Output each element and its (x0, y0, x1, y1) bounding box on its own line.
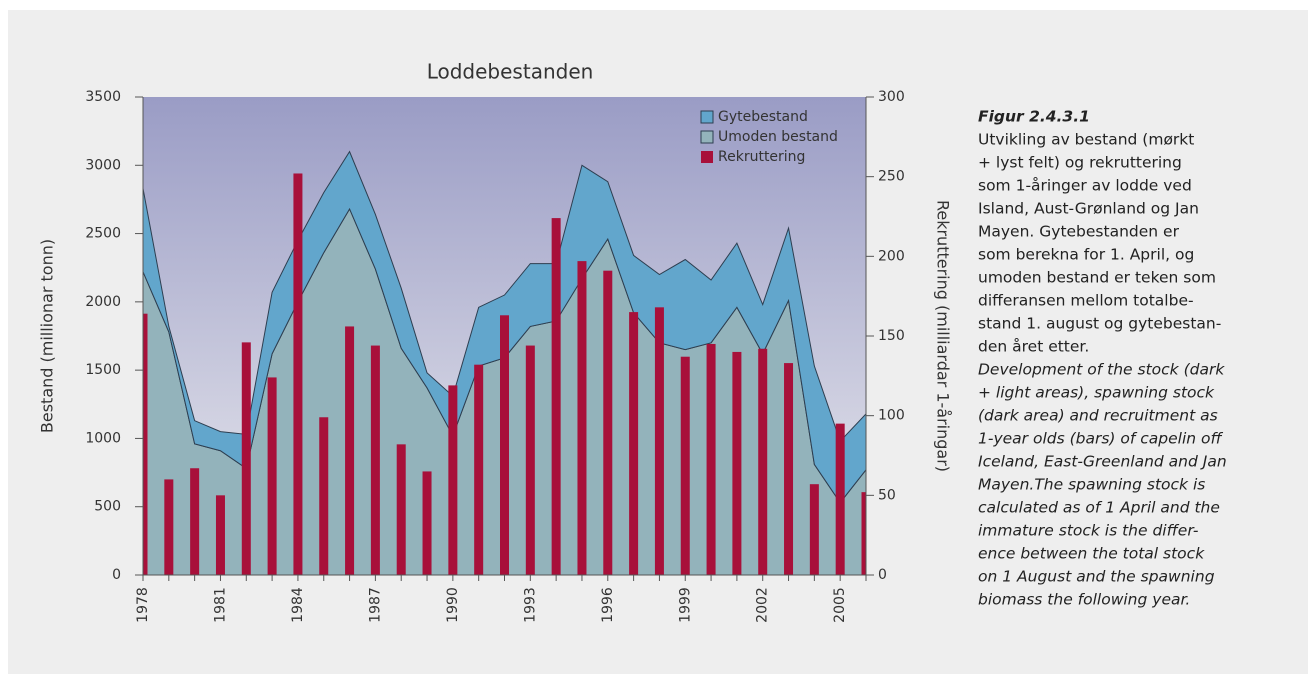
x-tick-label: 1996 (600, 587, 616, 623)
y2-tick-label: 100 (878, 408, 905, 424)
caption-line: biomass the following year. (978, 591, 1190, 609)
caption-line: immature stock is the differ- (978, 522, 1199, 540)
x-tick-label: 2005 (832, 587, 848, 623)
bar (267, 377, 277, 575)
y-tick-label: 0 (112, 567, 121, 583)
legend-label: Rekruttering (718, 149, 805, 165)
y2-tick-label: 50 (878, 487, 896, 503)
bar (370, 345, 380, 575)
bar (241, 342, 251, 575)
bar (422, 471, 432, 575)
bar (293, 173, 303, 576)
caption-line: som berekna for 1. April, og (978, 246, 1194, 264)
x-tick-label: 1993 (522, 587, 538, 623)
bar (396, 444, 406, 575)
caption-line: + light areas), spawning stock (978, 384, 1215, 402)
x-tick-label: 1999 (677, 587, 693, 623)
bar (143, 313, 148, 575)
caption-line: (dark area) and recruitment as (978, 407, 1218, 425)
y2-tick-label: 300 (878, 89, 905, 105)
y-axis-title: Bestand (millionar tonn) (38, 239, 57, 433)
caption-line: + lyst felt) og rekruttering (978, 154, 1182, 172)
y2-tick-label: 200 (878, 248, 905, 264)
bar (654, 307, 664, 575)
caption-line: differansen mellom totalbe- (978, 292, 1194, 310)
y-tick-label: 500 (94, 499, 121, 515)
bar (319, 417, 329, 575)
caption-line: Mayen.The spawning stock is (978, 476, 1205, 494)
x-tick-label: 1984 (290, 587, 306, 623)
legend-label: Umoden bestand (718, 129, 838, 145)
x-tick-label: 1990 (445, 587, 461, 623)
bar (164, 479, 174, 575)
y2-tick-label: 150 (878, 328, 905, 344)
bar (551, 218, 561, 576)
bar (758, 348, 768, 575)
bar (345, 326, 355, 575)
caption-line: som 1-åringer av lodde ved (978, 177, 1192, 195)
y2-axis-title: Rekruttering (milliardar 1-åringar) (934, 200, 953, 472)
bar (577, 261, 587, 575)
legend-label: Gytebestand (718, 109, 808, 125)
y-tick-label: 3500 (85, 89, 121, 105)
caption-line: ence between the total stock (978, 545, 1205, 563)
x-tick-label: 2002 (755, 587, 771, 623)
bar (500, 315, 509, 575)
y2-tick-label: 0 (878, 567, 887, 583)
legend-swatch (700, 130, 714, 144)
caption-line: calculated as of 1 April and the (978, 499, 1220, 517)
y-tick-label: 1000 (85, 430, 121, 446)
bar (190, 468, 200, 575)
bar (525, 345, 535, 575)
caption-line: umoden bestand er teken som (978, 269, 1216, 287)
bar (629, 312, 639, 575)
bar (706, 343, 716, 575)
bar (809, 484, 819, 575)
bar (680, 356, 690, 575)
y-tick-label: 3000 (85, 157, 121, 173)
y-tick-label: 2500 (85, 226, 121, 242)
bar (835, 423, 845, 575)
caption-line: den året etter. (978, 338, 1089, 356)
caption-line: Mayen. Gytebestanden er (978, 223, 1180, 241)
caption-label: Figur 2.4.3.1 (978, 108, 1090, 126)
x-tick-label: 1987 (367, 587, 383, 623)
bar (215, 495, 225, 575)
legend-swatch (701, 151, 713, 163)
y-tick-label: 2000 (85, 294, 121, 310)
bar (474, 364, 484, 575)
caption-line: 1-year olds (bars) of capelin off (978, 430, 1224, 448)
caption-line: stand 1. august og gytebestan- (978, 315, 1221, 333)
legend-swatch (700, 110, 714, 124)
caption-line: Development of the stock (dark (978, 361, 1225, 379)
y-tick-label: 1500 (85, 362, 121, 378)
chart-title: Loddebestanden (427, 60, 594, 84)
caption-line: on 1 August and the spawning (978, 568, 1215, 586)
bar (732, 351, 742, 575)
x-tick-label: 1981 (212, 587, 228, 623)
caption-line: Utvikling av bestand (mørkt (978, 131, 1194, 149)
y2-tick-label: 250 (878, 169, 905, 185)
bar (861, 492, 866, 575)
bar (784, 363, 794, 575)
bar (448, 385, 458, 575)
caption-line: Iceland, East-Greenland and Jan (978, 453, 1227, 471)
x-tick-label: 1978 (135, 587, 151, 623)
caption-line: Island, Aust-Grønland og Jan (978, 200, 1199, 218)
bar (603, 270, 613, 575)
